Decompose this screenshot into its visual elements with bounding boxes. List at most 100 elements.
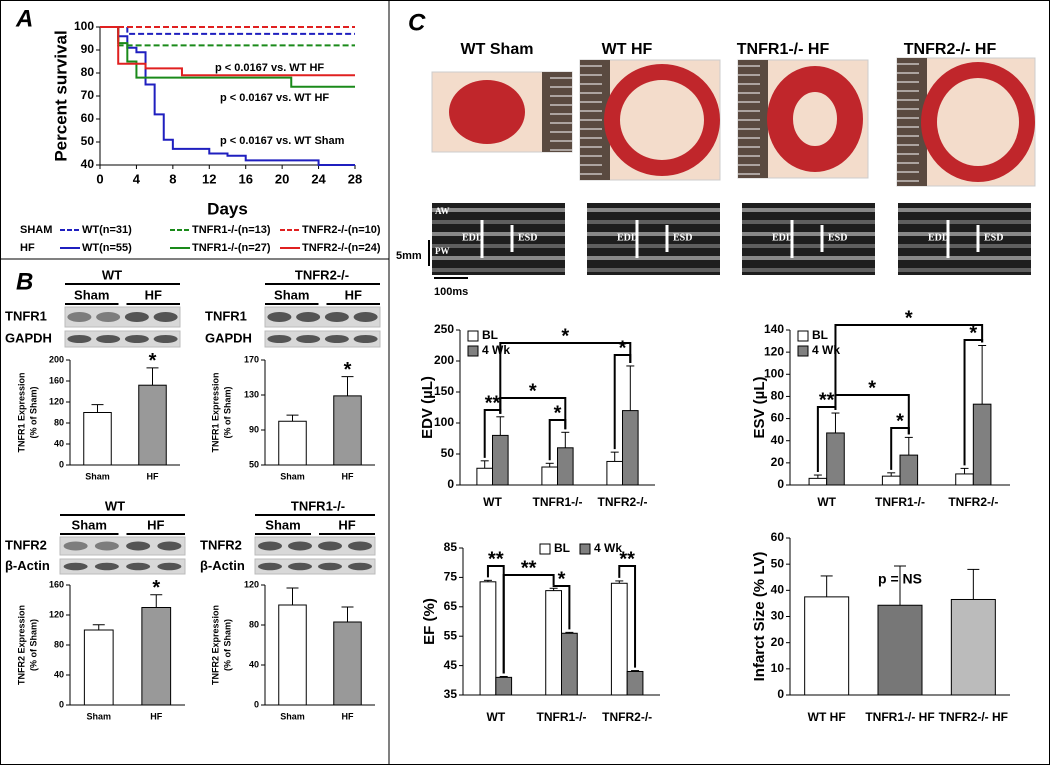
x-tick-label: TNFR2-/-	[948, 495, 998, 509]
y-tick-label: 50	[249, 459, 259, 469]
bar	[479, 581, 497, 696]
y-axis-label: (% of Sham)	[222, 386, 232, 438]
echo-band	[898, 220, 1031, 224]
y-tick-label: 80	[249, 619, 259, 629]
x-tick-label: 16	[238, 171, 252, 186]
legend-label: TNFR1-/-(n=27)	[192, 242, 271, 254]
significance: **	[521, 557, 537, 579]
bar	[955, 473, 974, 486]
blot-band	[288, 562, 312, 571]
blot-band	[63, 541, 88, 551]
significance-bracket	[483, 409, 502, 458]
y-axis-label: (% of Sham)	[28, 386, 38, 438]
blot-band	[267, 312, 292, 322]
blot-band	[96, 335, 121, 343]
photo-title: WT Sham	[461, 41, 534, 58]
bar	[804, 596, 850, 696]
echo-band	[587, 256, 720, 260]
significance: *	[344, 359, 352, 381]
x-tick-label: HF	[342, 711, 354, 721]
blot-group: HF	[345, 287, 362, 302]
significance: **	[488, 548, 504, 570]
significance: *	[561, 325, 569, 347]
blot-strip	[64, 306, 181, 328]
legend-swatch	[467, 345, 479, 357]
echo-band	[898, 208, 1031, 212]
blot-band	[157, 562, 182, 571]
significance: *	[554, 402, 562, 424]
echo-band	[587, 220, 720, 224]
bar	[138, 384, 167, 466]
y-axis-label: Percent survival	[51, 30, 70, 161]
legend-swatch	[797, 345, 809, 357]
y-tick-label: 60	[771, 411, 785, 425]
y-tick-label: 90	[81, 42, 95, 56]
bar	[278, 420, 307, 466]
legend-group: SHAM	[20, 224, 52, 236]
blot-band	[94, 562, 119, 571]
echo-label: ESD	[828, 232, 847, 243]
bar	[881, 475, 901, 486]
annotation: p < 0.0167 vs. WT Sham	[220, 135, 345, 147]
blot-band	[153, 312, 178, 322]
survival-line	[100, 26, 355, 77]
bar	[622, 410, 639, 486]
blot-band	[124, 335, 149, 343]
x-tick-label: Sham	[86, 711, 111, 721]
echo-band	[432, 220, 565, 224]
echo-band	[587, 268, 720, 272]
significance-bracket	[963, 339, 984, 466]
x-tick-label: 8	[169, 171, 176, 186]
echo-label: AW	[435, 206, 450, 216]
blot-row-label: β-Actin	[5, 558, 50, 573]
blot-group: HF	[145, 287, 162, 302]
annotation: p < 0.0167 vs. WT HF	[220, 92, 329, 104]
blot-group: HF	[147, 517, 164, 532]
echo-image	[587, 203, 720, 275]
echo-label: EDD	[928, 232, 949, 243]
bar	[610, 582, 628, 696]
heart	[604, 64, 720, 176]
y-axis-label: Infarct Size (% LV)	[751, 552, 768, 682]
legend-label: BL	[812, 328, 828, 342]
bar	[826, 432, 845, 486]
x-tick-label: TNFR1-/- HF	[865, 710, 934, 724]
x-tick-label: WT HF	[808, 710, 846, 724]
legend-swatch	[467, 330, 479, 342]
bar	[950, 598, 996, 696]
y-tick-label: 35	[444, 687, 458, 701]
blot-band	[157, 541, 182, 551]
y-tick-label: 170	[244, 354, 259, 364]
bar	[561, 632, 578, 696]
x-tick-label: 20	[275, 171, 289, 186]
legend-label: WT(n=31)	[82, 224, 132, 236]
y-tick-label: 160	[49, 375, 64, 385]
x-tick-label: HF	[342, 471, 354, 481]
bar	[492, 434, 509, 486]
echo-band	[742, 208, 875, 212]
panel-label: C	[408, 9, 426, 36]
significance-bracket	[502, 574, 555, 674]
y-tick-label: 0	[59, 699, 64, 709]
legend-label: TNFR1-/-(n=13)	[192, 224, 271, 236]
blot-band	[124, 312, 149, 322]
y-tick-label: 0	[777, 477, 784, 491]
significance: **	[819, 389, 835, 411]
blot-strip	[59, 536, 186, 556]
echo-band	[432, 256, 565, 260]
blot-band	[94, 541, 119, 551]
bar	[606, 460, 624, 486]
x-axis-label: Days	[207, 199, 248, 218]
significance: *	[558, 568, 566, 590]
annotation: p = NS	[878, 571, 922, 587]
x-tick-label: Sham	[85, 471, 110, 481]
significance-bracket	[834, 394, 910, 435]
x-tick-label: 28	[348, 171, 362, 186]
echo-band	[742, 244, 875, 248]
y-tick-label: 0	[447, 477, 454, 491]
echo-label: EDD	[772, 232, 793, 243]
blot-band	[288, 541, 312, 551]
y-tick-label: 130	[244, 389, 259, 399]
y-tick-label: 120	[49, 396, 64, 406]
ruler	[542, 72, 572, 152]
